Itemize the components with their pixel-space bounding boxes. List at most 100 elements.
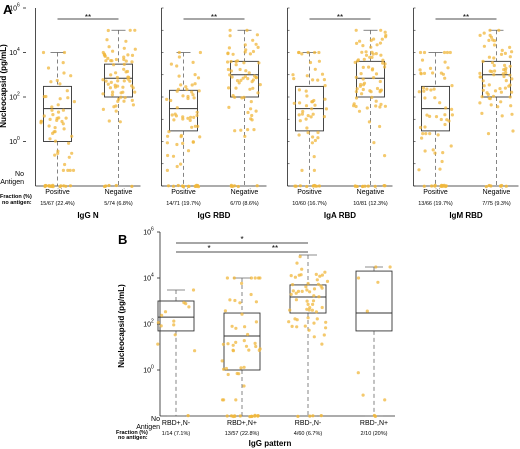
data-point — [256, 91, 260, 95]
panel-a-no-antigen-1: No — [15, 171, 24, 178]
data-point — [490, 70, 494, 74]
data-point — [220, 398, 225, 402]
data-point — [188, 118, 192, 122]
data-point — [499, 100, 503, 104]
data-point — [190, 90, 194, 94]
data-point — [240, 281, 244, 285]
data-point — [418, 125, 423, 130]
data-point — [130, 98, 134, 102]
data-point — [510, 50, 514, 54]
data-point — [101, 92, 105, 96]
panel-a-group-title: IgA RBD — [324, 211, 356, 220]
data-point — [58, 82, 62, 86]
panel-a-box-0-1-box — [104, 63, 133, 98]
data-point — [369, 45, 373, 49]
data-point — [297, 88, 301, 92]
data-point — [423, 125, 427, 129]
data-point — [431, 148, 435, 152]
data-point — [422, 71, 427, 75]
data-point — [379, 53, 383, 57]
data-point — [257, 348, 261, 352]
no-antigen-point — [382, 184, 386, 188]
panel-a-3-1-points — [478, 28, 515, 189]
data-point — [250, 118, 254, 122]
data-point — [364, 53, 369, 57]
data-point — [300, 168, 304, 172]
data-point — [354, 28, 358, 32]
data-point — [316, 136, 320, 140]
data-point — [304, 117, 308, 121]
data-point — [234, 63, 238, 67]
data-point — [312, 321, 316, 325]
data-point — [310, 308, 314, 312]
data-point — [305, 288, 309, 292]
data-point — [61, 108, 65, 112]
data-point — [378, 105, 382, 109]
data-point — [361, 87, 365, 92]
data-point — [293, 275, 297, 279]
data-point — [46, 66, 51, 70]
data-point — [179, 162, 183, 166]
data-point — [186, 149, 191, 153]
no-antigen-point — [62, 184, 66, 188]
data-point — [287, 320, 291, 324]
data-point — [295, 318, 299, 322]
panel-b-3-points — [356, 265, 392, 418]
data-point — [500, 114, 504, 118]
data-point — [105, 38, 109, 42]
data-point — [221, 342, 225, 346]
data-point — [374, 99, 378, 103]
no-antigen-point — [104, 184, 108, 188]
data-point — [196, 76, 201, 80]
data-point — [122, 67, 126, 71]
data-point — [231, 343, 235, 347]
no-antigen-point — [236, 184, 240, 189]
data-point — [367, 120, 371, 124]
data-point — [482, 84, 486, 88]
data-point — [169, 98, 173, 103]
data-point — [179, 133, 183, 138]
data-point — [251, 38, 255, 42]
panel-a-fraction-1: Fraction (%) — [0, 194, 32, 200]
data-point — [251, 78, 255, 82]
data-point — [443, 76, 447, 80]
data-point — [431, 71, 435, 75]
data-point — [371, 52, 375, 56]
data-point — [510, 77, 514, 81]
data-point — [190, 83, 194, 87]
data-point — [358, 39, 362, 43]
panel-b-ytick-exp: 4 — [151, 273, 154, 279]
panel-b-label: B — [118, 232, 127, 247]
data-point — [370, 95, 374, 99]
no-antigen-point — [484, 185, 488, 189]
no-antigen-point — [114, 183, 118, 188]
data-point — [251, 49, 256, 54]
data-point — [378, 41, 383, 45]
data-point — [324, 326, 328, 330]
data-point — [126, 75, 130, 79]
data-point — [499, 90, 503, 94]
panel-a-fraction-label: 10/60 (16.7%) — [292, 201, 327, 207]
panel-a-ytick-exp: 4 — [17, 47, 20, 53]
data-point — [122, 79, 126, 83]
data-point — [195, 110, 199, 114]
data-point — [508, 73, 512, 77]
data-point — [508, 55, 512, 59]
data-point — [247, 71, 251, 75]
data-point — [131, 103, 135, 107]
data-point — [249, 100, 253, 104]
data-point — [313, 103, 317, 107]
data-point — [187, 305, 191, 309]
data-point — [223, 309, 227, 313]
data-point — [53, 126, 57, 130]
data-point — [256, 45, 260, 50]
no-antigen-point — [238, 414, 242, 418]
data-point — [228, 28, 232, 32]
data-point — [383, 30, 387, 34]
data-point — [165, 141, 169, 145]
data-point — [305, 307, 309, 311]
panel-a-fraction-label: 13/66 (19.7%) — [418, 201, 453, 207]
data-point — [312, 155, 316, 159]
no-antigen-point — [366, 184, 370, 188]
